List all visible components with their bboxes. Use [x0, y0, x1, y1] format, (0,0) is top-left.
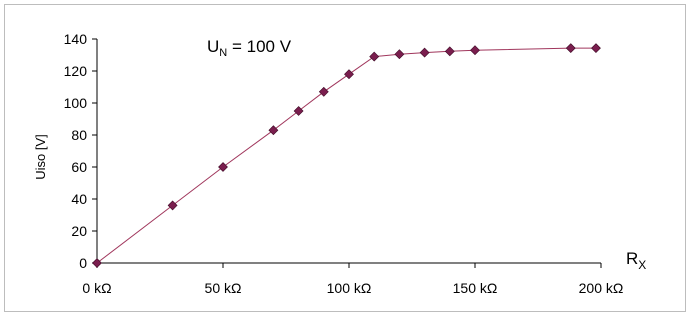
- data-point-marker: [92, 258, 102, 268]
- chart-frame: [4, 4, 686, 312]
- data-point-marker: [268, 125, 279, 136]
- data-point-marker: [591, 43, 601, 54]
- data-point-marker: [394, 49, 405, 60]
- x-tick-label: 50 kΩ: [205, 280, 242, 296]
- data-point-marker: [218, 162, 228, 172]
- x-tick-label: 0 kΩ: [82, 280, 111, 296]
- y-tick-label: 40: [71, 191, 87, 207]
- data-point-marker: [419, 47, 430, 58]
- y-tick-label: 120: [64, 63, 88, 79]
- y-tick-label: 80: [71, 127, 87, 143]
- y-tick-label: 60: [71, 159, 87, 175]
- series-line: [96, 47, 596, 264]
- y-tick-label: 20: [71, 223, 87, 239]
- data-point-marker: [369, 51, 380, 62]
- x-tick-label: 150 kΩ: [453, 280, 498, 296]
- y-axis: 0 20 40 60 80 100 120 140: [64, 31, 98, 271]
- x-tick-label: 100 kΩ: [327, 280, 372, 296]
- data-point-marker: [470, 45, 480, 56]
- y-axis-label: Uiso [V]: [33, 134, 48, 180]
- y-tick-label: 100: [64, 95, 88, 111]
- data-point-marker: [293, 106, 304, 116]
- data-point-marker: [444, 46, 455, 57]
- data-point-marker: [344, 69, 354, 80]
- series-layer: [92, 43, 601, 268]
- y-tick-label: 0: [79, 255, 87, 271]
- annotation-label: UN = 100 V: [207, 37, 292, 59]
- data-point-marker: [565, 43, 576, 54]
- data-point-marker: [167, 200, 178, 211]
- y-tick-label: 140: [64, 31, 88, 47]
- x-tick-label: 200 kΩ: [579, 280, 624, 296]
- x-axis-label: RX: [626, 249, 646, 272]
- x-axis: 0 kΩ 50 kΩ 100 kΩ 150 kΩ 200 kΩ: [82, 262, 624, 296]
- data-point-marker: [318, 86, 329, 97]
